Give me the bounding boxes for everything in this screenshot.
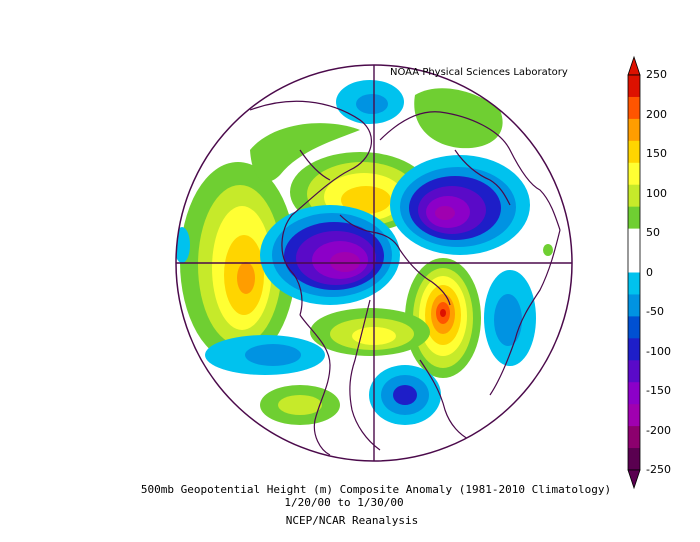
- colorbar-bottom-arrow: [627, 469, 641, 490]
- colorbar-tick-label: -100: [646, 344, 671, 358]
- colorbar-swatch: [628, 426, 640, 449]
- lower-right-negative-anomaly: [369, 365, 441, 425]
- colorbar-swatch: [628, 316, 640, 339]
- colorbar-swatch: [628, 382, 640, 405]
- colorbar-tick-label: 250: [646, 68, 667, 81]
- colorbar-swatch: [628, 206, 640, 230]
- colorbar-swatch: [628, 360, 640, 383]
- right-edge-positive-anomaly: [543, 244, 553, 256]
- colorbar-swatch: [628, 162, 640, 186]
- colorbar-swatch: [628, 294, 640, 317]
- colorbar-swatch: [628, 184, 640, 208]
- colorbar-tick-label: 50: [646, 226, 660, 239]
- central-negative-anomaly: [260, 205, 400, 305]
- colorbar-tick-label: -250: [646, 463, 671, 476]
- far-east-negative-anomaly: [484, 270, 536, 366]
- colorbar-tick-label: 200: [646, 107, 667, 121]
- colorbar-swatch: [628, 228, 640, 252]
- colorbar: [627, 55, 641, 490]
- anomaly-field: [176, 80, 561, 456]
- colorbar-swatch: [628, 448, 640, 471]
- eastern-negative-anomaly: [390, 155, 530, 255]
- colorbar-swatch: [628, 404, 640, 427]
- credit-text: NOAA Physical Sciences Laboratory: [390, 67, 568, 78]
- atlantic-positive-anomaly: [405, 258, 481, 378]
- colorbar-swatch: [628, 118, 640, 142]
- colorbar-swatch: [628, 75, 640, 98]
- west-pacific-positive-anomaly: [180, 162, 296, 362]
- colorbar-tick-label: 0: [646, 265, 653, 279]
- colorbar-swatch: [628, 140, 640, 164]
- colorbar-tick-label: 150: [646, 147, 667, 160]
- colorbar-swatch: [628, 250, 640, 273]
- colorbar-swatch: [628, 272, 640, 295]
- continent-outlines: [249, 100, 561, 456]
- colorbar-tick-label: -150: [646, 384, 671, 397]
- data-source: NCEP/NCAR Reanalysis: [285, 514, 419, 527]
- colorbar-swatch: [628, 338, 640, 361]
- colorbar-tick-label: -200: [646, 423, 671, 437]
- bottom-left-positive-anomaly: [260, 385, 340, 425]
- date-range: 1/20/00 to 1/30/00: [284, 496, 404, 509]
- colorbar-swatch: [628, 96, 640, 120]
- arctic-negative-anomaly: [336, 80, 404, 124]
- north-pacific-positive-band: [250, 123, 360, 182]
- colorbar-tick-label: 100: [646, 186, 667, 200]
- colorbar-top-arrow: [627, 55, 641, 76]
- colorbar-tick-label: -50: [646, 305, 664, 318]
- greenland-positive-band: [414, 88, 503, 149]
- map-title: 500mb Geopotential Height (m) Composite …: [140, 483, 612, 496]
- lower-left-negative-anomaly: [205, 335, 325, 375]
- lower-center-positive-anomaly: [310, 308, 430, 356]
